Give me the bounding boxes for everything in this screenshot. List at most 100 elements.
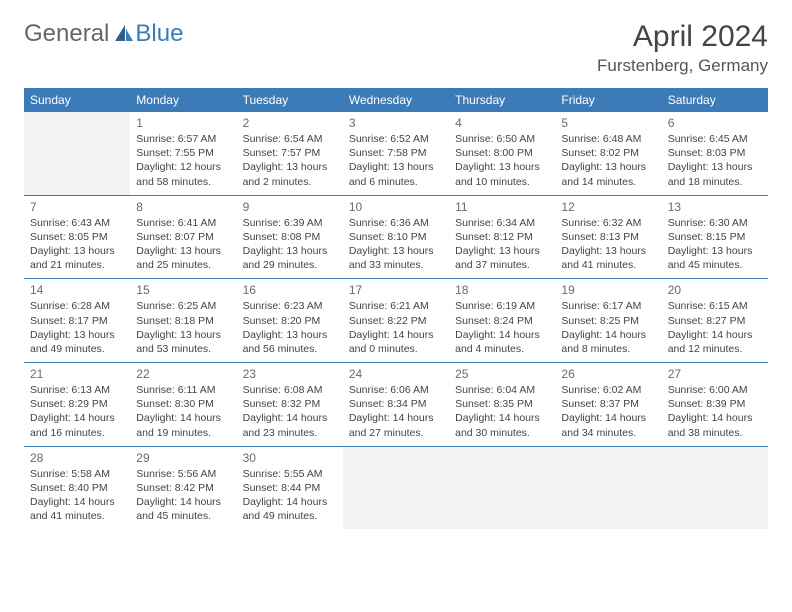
day-info-line: Sunrise: 5:56 AM [136,467,230,481]
day-info-line: Sunset: 8:25 PM [561,314,655,328]
calendar-day-cell: 28Sunrise: 5:58 AMSunset: 8:40 PMDayligh… [24,446,130,529]
day-info: Sunrise: 6:19 AMSunset: 8:24 PMDaylight:… [455,299,549,356]
calendar-day-cell: 18Sunrise: 6:19 AMSunset: 8:24 PMDayligh… [449,279,555,363]
day-info-line: and 2 minutes. [243,175,337,189]
day-info-line: Sunset: 8:34 PM [349,397,443,411]
calendar-day-cell: 6Sunrise: 6:45 AMSunset: 8:03 PMDaylight… [662,112,768,195]
day-info-line: and 6 minutes. [349,175,443,189]
day-number: 9 [243,200,337,214]
calendar-day-cell: 10Sunrise: 6:36 AMSunset: 8:10 PMDayligh… [343,195,449,279]
day-info-line: and 10 minutes. [455,175,549,189]
day-info-line: Sunset: 8:17 PM [30,314,124,328]
day-info-line: Sunset: 8:32 PM [243,397,337,411]
day-info: Sunrise: 6:02 AMSunset: 8:37 PMDaylight:… [561,383,655,440]
calendar-day-cell: 5Sunrise: 6:48 AMSunset: 8:02 PMDaylight… [555,112,661,195]
day-info-line: Sunrise: 6:41 AM [136,216,230,230]
day-info-line: and 49 minutes. [243,509,337,523]
day-info-line: Daylight: 12 hours [136,160,230,174]
day-number: 25 [455,367,549,381]
day-info-line: Sunrise: 6:39 AM [243,216,337,230]
calendar-week-row: 1Sunrise: 6:57 AMSunset: 7:55 PMDaylight… [24,112,768,195]
day-info-line: Sunrise: 6:13 AM [30,383,124,397]
day-info-line: Sunset: 8:20 PM [243,314,337,328]
day-number: 8 [136,200,230,214]
day-info-line: and 45 minutes. [668,258,762,272]
day-info-line: and 38 minutes. [668,426,762,440]
day-info-line: and 37 minutes. [455,258,549,272]
day-number: 29 [136,451,230,465]
day-info-line: and 18 minutes. [668,175,762,189]
calendar-day-cell: 7Sunrise: 6:43 AMSunset: 8:05 PMDaylight… [24,195,130,279]
day-info: Sunrise: 6:13 AMSunset: 8:29 PMDaylight:… [30,383,124,440]
weekday-header: Monday [130,88,236,112]
calendar-day-cell: 11Sunrise: 6:34 AMSunset: 8:12 PMDayligh… [449,195,555,279]
calendar-day-cell: 16Sunrise: 6:23 AMSunset: 8:20 PMDayligh… [237,279,343,363]
day-info-line: Daylight: 14 hours [243,495,337,509]
day-info: Sunrise: 6:54 AMSunset: 7:57 PMDaylight:… [243,132,337,189]
location-label: Furstenberg, Germany [597,56,768,76]
day-info-line: Sunrise: 6:08 AM [243,383,337,397]
calendar-day-cell [343,446,449,529]
day-info: Sunrise: 6:39 AMSunset: 8:08 PMDaylight:… [243,216,337,273]
day-info-line: and 8 minutes. [561,342,655,356]
day-info-line: Sunrise: 6:48 AM [561,132,655,146]
calendar-day-cell [662,446,768,529]
calendar-day-cell: 17Sunrise: 6:21 AMSunset: 8:22 PMDayligh… [343,279,449,363]
day-number: 28 [30,451,124,465]
day-info-line: Daylight: 14 hours [243,411,337,425]
day-info-line: Sunset: 8:15 PM [668,230,762,244]
calendar-day-cell: 26 Sunrise: 6:02 AMSunset: 8:37 PMDayligh… [555,363,661,447]
day-info-line: Daylight: 13 hours [243,328,337,342]
day-number: 30 [243,451,337,465]
day-number: 14 [30,283,124,297]
page-header: General Blue April 2024 Furstenberg, Ger… [24,20,768,76]
day-info-line: Sunset: 8:39 PM [668,397,762,411]
day-info-line: Daylight: 13 hours [243,244,337,258]
day-info: Sunrise: 6:57 AMSunset: 7:55 PMDaylight:… [136,132,230,189]
weekday-header-row: Sunday Monday Tuesday Wednesday Thursday… [24,88,768,112]
day-info-line: Daylight: 13 hours [30,244,124,258]
day-info-line: Sunset: 8:29 PM [30,397,124,411]
day-info: Sunrise: 6:36 AMSunset: 8:10 PMDaylight:… [349,216,443,273]
day-info-line: Sunrise: 6:25 AM [136,299,230,313]
day-info-line: Daylight: 14 hours [349,328,443,342]
day-number: 22 [136,367,230,381]
day-info-line: Sunset: 8:08 PM [243,230,337,244]
day-info-line: and 45 minutes. [136,509,230,523]
day-number: 7 [30,200,124,214]
day-info-line: and 4 minutes. [455,342,549,356]
day-info-line: Daylight: 14 hours [136,411,230,425]
calendar-day-cell [24,112,130,195]
calendar-day-cell: 3Sunrise: 6:52 AMSunset: 7:58 PMDaylight… [343,112,449,195]
day-info-line: Daylight: 14 hours [30,411,124,425]
weekday-header: Tuesday [237,88,343,112]
calendar-week-row: 14Sunrise: 6:28 AMSunset: 8:17 PMDayligh… [24,279,768,363]
day-info: Sunrise: 5:55 AMSunset: 8:44 PMDaylight:… [243,467,337,524]
day-number: 20 [668,283,762,297]
day-number: 27 [668,367,762,381]
day-number: 6 [668,116,762,130]
calendar-day-cell: 20Sunrise: 6:15 AMSunset: 8:27 PMDayligh… [662,279,768,363]
day-info-line: Sunset: 8:12 PM [455,230,549,244]
day-number: 26 [561,367,655,381]
calendar-week-row: 28Sunrise: 5:58 AMSunset: 8:40 PMDayligh… [24,446,768,529]
day-info: Sunrise: 6:06 AMSunset: 8:34 PMDaylight:… [349,383,443,440]
day-info-line: Sunset: 7:57 PM [243,146,337,160]
logo-sail-icon [113,23,135,45]
calendar-day-cell [449,446,555,529]
day-info-line: Daylight: 14 hours [668,328,762,342]
calendar-table: Sunday Monday Tuesday Wednesday Thursday… [24,88,768,529]
day-info-line: and 53 minutes. [136,342,230,356]
day-info: Sunrise: 6:48 AMSunset: 8:02 PMDaylight:… [561,132,655,189]
day-info-line: and 19 minutes. [136,426,230,440]
day-info-line: Daylight: 14 hours [30,495,124,509]
day-info-line: Sunrise: 5:55 AM [243,467,337,481]
day-info-line: Daylight: 13 hours [668,244,762,258]
day-info: Sunrise: 5:56 AMSunset: 8:42 PMDaylight:… [136,467,230,524]
day-number: 16 [243,283,337,297]
day-info-line: and 33 minutes. [349,258,443,272]
day-info-line: Daylight: 14 hours [561,411,655,425]
day-info-line: Daylight: 13 hours [561,244,655,258]
calendar-day-cell: 21Sunrise: 6:13 AMSunset: 8:29 PMDayligh… [24,363,130,447]
day-info-line: Daylight: 13 hours [349,160,443,174]
